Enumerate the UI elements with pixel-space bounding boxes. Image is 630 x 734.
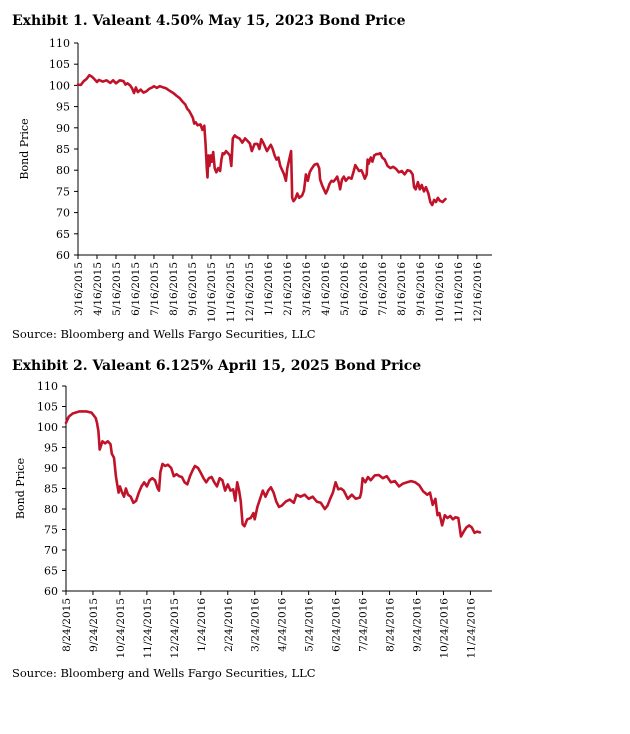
x-tick-label: 11/16/2015 bbox=[225, 262, 237, 323]
y-tick-label: 65 bbox=[56, 228, 70, 241]
exhibit-1-line-chart: 60 65 70 75 80 85 90 95 100 105 110 Bond Price 3/16/… bbox=[18, 37, 492, 323]
x-tick-label: 3/16/2016 bbox=[301, 262, 313, 316]
x-tick-label: 8/16/2015 bbox=[168, 262, 180, 316]
x-tick-label: 7/16/2016 bbox=[377, 262, 389, 316]
x-tick-label: 9/24/2015 bbox=[88, 598, 100, 652]
x-tick-label: 8/24/2016 bbox=[385, 598, 397, 652]
exhibit-2-line-chart: 60 65 70 75 80 85 90 95 100 105 110 Bond Price 8/24/… bbox=[14, 380, 492, 659]
x-tick-label: 8/24/2015 bbox=[61, 598, 73, 652]
x-tick-label: 5/16/2015 bbox=[111, 262, 123, 316]
y-tick-label: 65 bbox=[44, 565, 58, 578]
y-tick-label: 75 bbox=[44, 524, 58, 537]
x-tick-label: 11/16/2016 bbox=[453, 262, 465, 323]
y-axis-title: Bond Price bbox=[14, 458, 27, 519]
x-tick-label: 6/24/2016 bbox=[331, 598, 343, 652]
x-tick-label: 9/24/2016 bbox=[412, 598, 424, 652]
x-tick-label: 10/16/2016 bbox=[434, 262, 446, 323]
exhibit-2: Exhibit 2. Valeant 6.125% April 15, 2025… bbox=[0, 352, 630, 692]
x-tick-label: 11/24/2016 bbox=[465, 598, 477, 659]
exhibit-2-source: Source: Bloomberg and Wells Fargo Securi… bbox=[12, 666, 316, 680]
exhibit-1-source: Source: Bloomberg and Wells Fargo Securi… bbox=[12, 327, 316, 341]
y-tick-label: 85 bbox=[56, 143, 70, 156]
y-tick-label: 105 bbox=[49, 58, 70, 71]
exhibit-1: Exhibit 1. Valeant 4.50% May 15, 2023 Bo… bbox=[0, 0, 630, 352]
y-tick-label: 95 bbox=[44, 442, 58, 455]
y-tick-label: 100 bbox=[37, 421, 58, 434]
x-tick-label: 2/16/2016 bbox=[282, 262, 294, 316]
x-tick-label: 3/24/2016 bbox=[250, 598, 262, 652]
x-tick-label: 4/24/2016 bbox=[277, 598, 289, 652]
x-tick-label: 7/24/2016 bbox=[358, 598, 370, 652]
x-tick-label: 9/16/2016 bbox=[415, 262, 427, 316]
x-tick-label: 12/16/2015 bbox=[244, 262, 256, 323]
x-tick-label: 1/16/2016 bbox=[263, 262, 275, 316]
x-tick-label: 12/16/2016 bbox=[472, 262, 484, 323]
y-tick-label: 110 bbox=[49, 37, 70, 50]
y-tick-label: 85 bbox=[44, 483, 58, 496]
exhibit-1-title: Exhibit 1. Valeant 4.50% May 15, 2023 Bo… bbox=[12, 13, 406, 29]
y-tick-label: 110 bbox=[37, 380, 58, 393]
x-tick-label: 10/24/2016 bbox=[438, 598, 450, 659]
x-tick-label: 11/24/2015 bbox=[142, 598, 154, 659]
y-tick-label: 100 bbox=[49, 79, 70, 92]
x-tick-label: 8/16/2016 bbox=[396, 262, 408, 316]
x-tick-label: 3/16/2015 bbox=[73, 262, 85, 316]
x-tick-label: 5/24/2016 bbox=[304, 598, 316, 652]
x-tick-label: 2/24/2016 bbox=[223, 598, 235, 652]
exhibit-2-title: Exhibit 2. Valeant 6.125% April 15, 2025… bbox=[12, 358, 422, 374]
x-tick-label: 7/16/2015 bbox=[149, 262, 161, 316]
y-tick-label: 95 bbox=[56, 101, 70, 114]
x-tick-label: 10/16/2015 bbox=[206, 262, 218, 323]
x-tick-label: 6/16/2016 bbox=[358, 262, 370, 316]
y-tick-label: 60 bbox=[56, 249, 70, 262]
x-tick-label: 10/24/2015 bbox=[115, 598, 127, 659]
x-tick-label: 12/24/2015 bbox=[169, 598, 181, 659]
x-tick-label: 5/16/2016 bbox=[339, 262, 351, 316]
y-tick-label: 105 bbox=[37, 401, 58, 414]
y-tick-label: 75 bbox=[56, 185, 70, 198]
y-axis-title: Bond Price bbox=[18, 118, 31, 179]
price-series-line bbox=[64, 410, 482, 538]
y-tick-label: 70 bbox=[56, 207, 70, 220]
y-tick-label: 90 bbox=[44, 462, 58, 475]
x-tick-label: 9/16/2015 bbox=[187, 262, 199, 316]
x-tick-label: 4/16/2016 bbox=[320, 262, 332, 316]
x-tick-label: 4/16/2015 bbox=[92, 262, 104, 316]
y-tick-label: 80 bbox=[56, 164, 70, 177]
x-tick-label: 1/24/2016 bbox=[196, 598, 208, 652]
y-tick-label: 70 bbox=[44, 544, 58, 557]
y-tick-label: 80 bbox=[44, 503, 58, 516]
price-series-line bbox=[76, 73, 447, 207]
x-tick-label: 6/16/2015 bbox=[130, 262, 142, 316]
y-tick-label: 90 bbox=[56, 122, 70, 135]
y-tick-label: 60 bbox=[44, 585, 58, 598]
